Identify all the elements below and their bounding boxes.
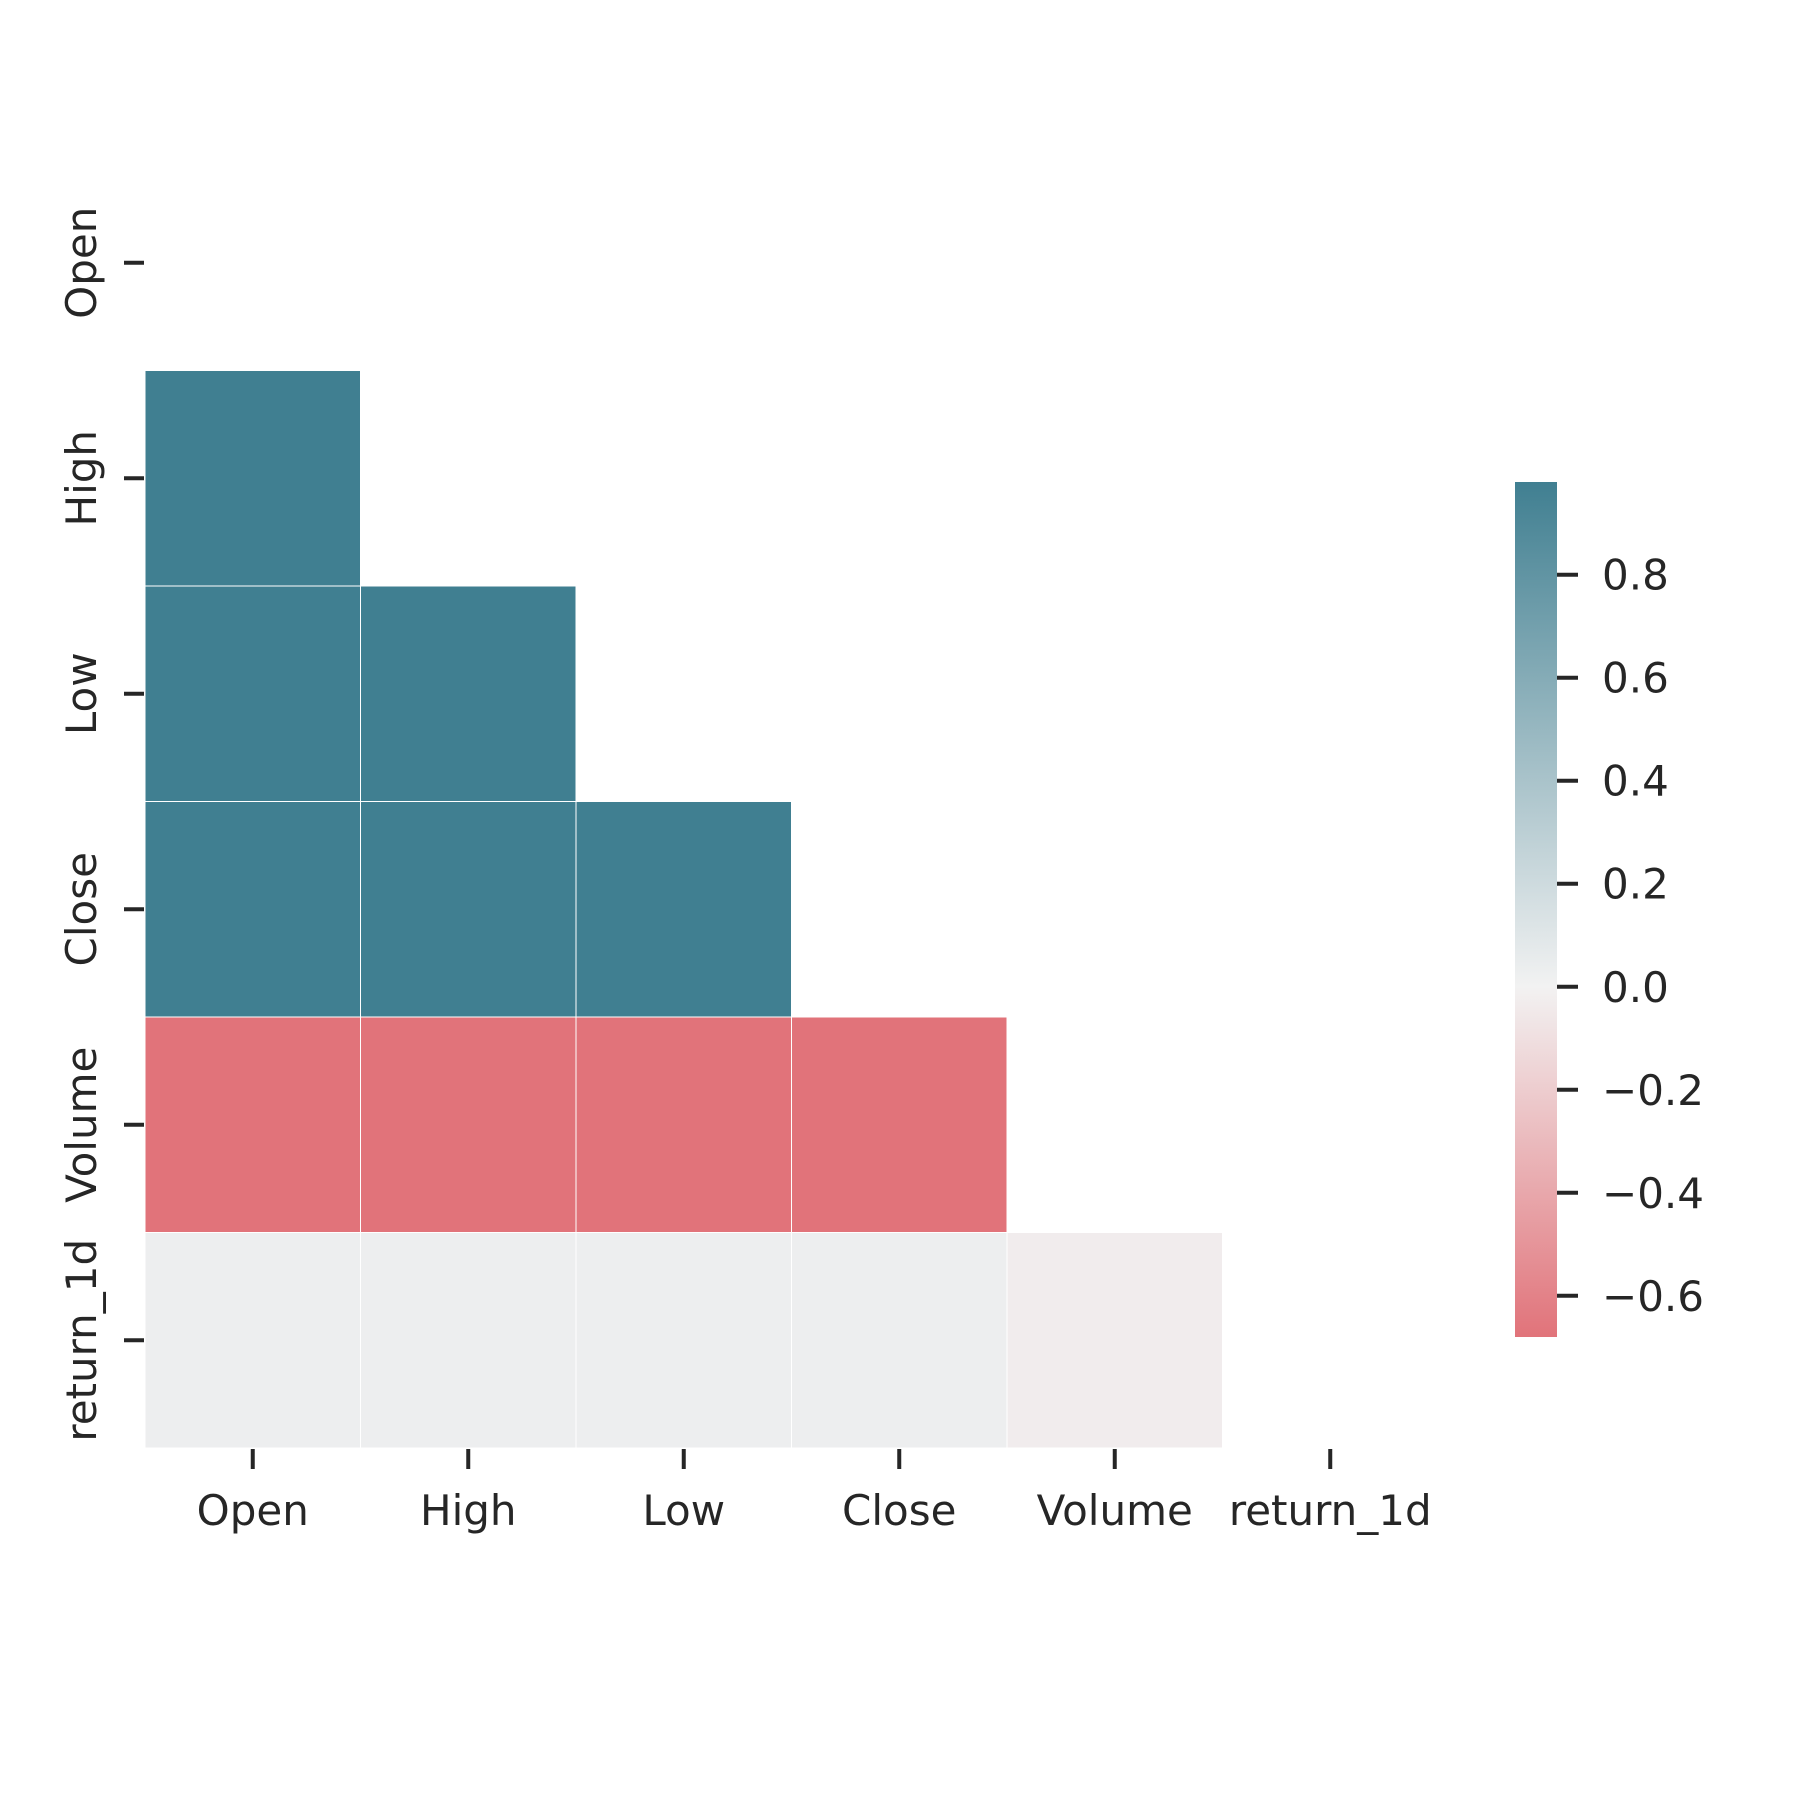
heatmap-cell-low-open bbox=[144, 585, 361, 802]
colorbar-tick-label: −0.4 bbox=[1602, 1169, 1704, 1218]
heatmap-cell-return_1d-high bbox=[360, 1232, 577, 1449]
colorbar-tick-label: 0.6 bbox=[1602, 654, 1669, 703]
heatmap-cell-high-open bbox=[144, 370, 361, 587]
heatmap-cell-close-open bbox=[144, 801, 361, 1018]
heatmap-cell-volume-open bbox=[144, 1016, 361, 1233]
heatmap-cell-volume-low bbox=[575, 1016, 792, 1233]
colorbar-tick-label: 0.0 bbox=[1602, 963, 1669, 1012]
heatmap-cell-volume-high bbox=[360, 1016, 577, 1233]
x-tick-label: Open bbox=[197, 1486, 309, 1535]
colorbar-tick-label: −0.6 bbox=[1602, 1272, 1704, 1321]
y-tick-label: Low bbox=[57, 652, 106, 735]
x-tick-label: Volume bbox=[1037, 1486, 1193, 1535]
y-tick-label: Close bbox=[57, 852, 106, 966]
heatmap-cell-volume-close bbox=[791, 1016, 1008, 1233]
y-tick-label: Open bbox=[57, 207, 106, 319]
colorbar-gradient bbox=[1515, 482, 1557, 1337]
x-tick-label: High bbox=[420, 1486, 517, 1535]
heatmap-cell-return_1d-close bbox=[791, 1232, 1008, 1449]
colorbar-tick-label: 0.2 bbox=[1602, 860, 1669, 909]
colorbar: 0.8 0.6 0.4 0.2 0.0 −0.2 −0.4 −0.6 bbox=[1515, 482, 1704, 1337]
heatmap-cell-return_1d-volume bbox=[1006, 1232, 1223, 1449]
y-tick-label: return_1d bbox=[57, 1239, 106, 1442]
heatmap-cell-return_1d-low bbox=[575, 1232, 792, 1449]
x-tick-label: return_1d bbox=[1229, 1486, 1432, 1535]
colorbar-tick-label: −0.2 bbox=[1602, 1066, 1704, 1115]
heatmap-cell-close-low bbox=[575, 801, 792, 1018]
x-tick-label: Low bbox=[642, 1486, 725, 1535]
heatmap-cell-low-high bbox=[360, 585, 577, 802]
y-tick-label: Volume bbox=[57, 1047, 106, 1203]
heatmap-cell-close-high bbox=[360, 801, 577, 1018]
colorbar-tick-label: 0.4 bbox=[1602, 757, 1669, 806]
heatmap-cell-return_1d-open bbox=[144, 1232, 361, 1449]
x-tick-label: Close bbox=[842, 1486, 956, 1535]
x-axis: Open High Low Close Volume return_1d bbox=[197, 1449, 1432, 1535]
colorbar-tick-label: 0.8 bbox=[1602, 551, 1669, 600]
y-axis: Open High Low Close Volume return_1d bbox=[57, 207, 144, 1442]
y-tick-label: High bbox=[57, 430, 106, 527]
heatmap-cells bbox=[144, 370, 1223, 1449]
